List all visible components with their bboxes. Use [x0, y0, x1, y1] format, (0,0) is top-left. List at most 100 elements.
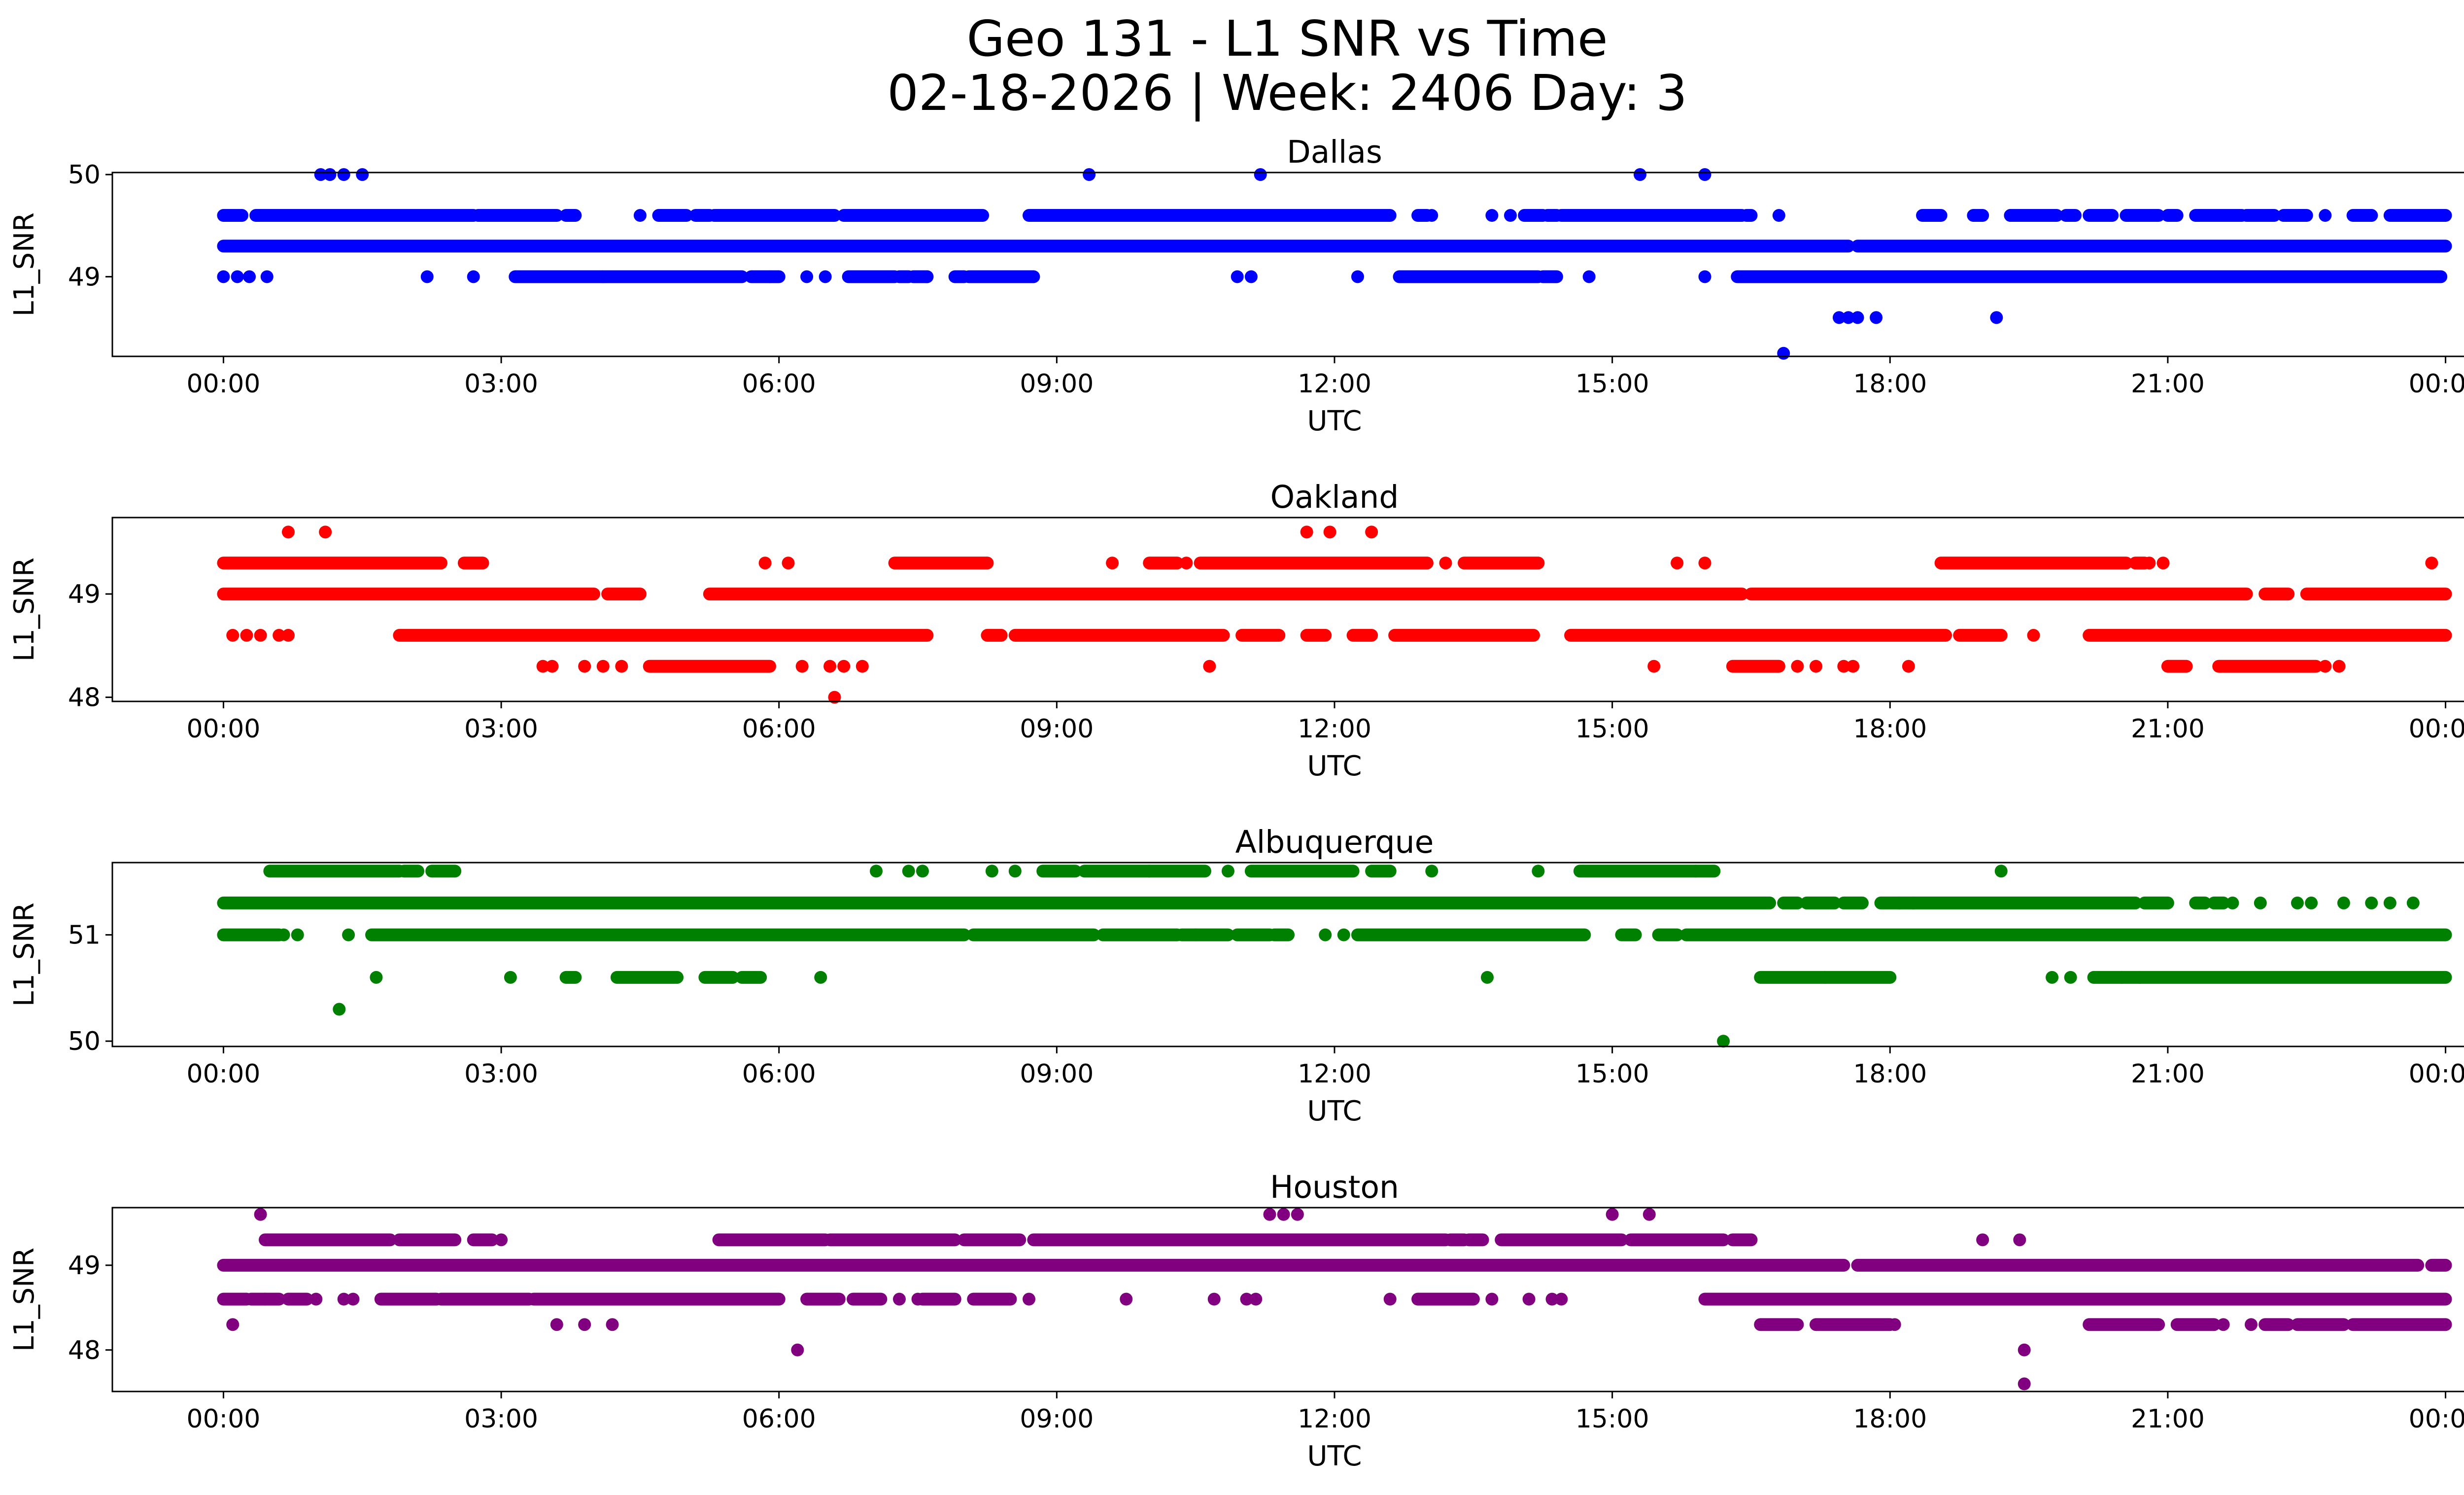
data-point-run [2277, 209, 2313, 222]
data-point [892, 1292, 906, 1306]
x-tick-label: 00:00 [187, 369, 261, 399]
data-point [2046, 971, 2059, 984]
data-point [578, 1318, 591, 1331]
data-point [791, 1343, 804, 1356]
data-point [2406, 896, 2420, 909]
data-point [911, 1292, 924, 1306]
data-point [240, 628, 253, 642]
data-point-run [1967, 209, 1989, 222]
x-tick-label: 00:00 [2409, 1059, 2464, 1089]
data-point [2319, 209, 2332, 222]
data-point [1545, 1292, 1559, 1306]
data-point [921, 270, 934, 283]
data-point-run [2212, 660, 2323, 673]
data-point [633, 209, 647, 222]
data-point [916, 865, 929, 878]
data-point [1481, 971, 1494, 984]
data-point [2319, 660, 2332, 673]
data-point-run [1462, 1233, 1489, 1247]
data-point-run [2083, 209, 2119, 222]
data-point [281, 628, 295, 642]
x-tick-label: 18:00 [1853, 369, 1927, 399]
data-point-run [2346, 1318, 2452, 1331]
y-axis-label-albuquerque: L1_SNR [8, 903, 40, 1007]
panel-title-albuquerque: Albuquerque [1235, 824, 1434, 860]
data-point-run [1388, 628, 1540, 642]
data-point [2226, 896, 2239, 909]
data-point-run [596, 270, 749, 283]
data-point-run [397, 865, 424, 878]
data-point-run [217, 588, 600, 601]
data-point [1263, 1208, 1276, 1221]
data-point-run [1027, 1233, 1452, 1247]
data-point-run [601, 588, 647, 601]
data-point-run [2300, 588, 2452, 601]
panels: Dallas 00:00 03:00 06:00 09:00 12:00 15:00 18:0… [8, 134, 2464, 1472]
x-tick-label: 18:00 [1853, 714, 1927, 744]
data-point-run [2189, 209, 2249, 222]
data-point-run [1495, 1233, 1628, 1247]
data-point-run [1754, 971, 1832, 984]
data-point [1698, 168, 1711, 181]
data-point-run [217, 1258, 1850, 1272]
data-point [1291, 1208, 1304, 1221]
data-point-run [610, 971, 684, 984]
data-point [828, 691, 841, 704]
x-tick-label: 12:00 [1298, 369, 1371, 399]
data-point [1425, 865, 1438, 878]
data-point-run [509, 270, 610, 283]
x-tick-label: 03:00 [464, 1404, 538, 1434]
data-point-run [1365, 865, 1397, 878]
data-point-run [888, 556, 994, 570]
data-point [420, 270, 434, 283]
data-point-run [425, 865, 462, 878]
data-point [260, 270, 274, 283]
x-tick-label: 00:00 [2409, 714, 2464, 744]
data-point [1647, 660, 1661, 673]
data-point-run [1934, 556, 2133, 570]
data-point [1221, 865, 1234, 878]
data-point [1203, 660, 1216, 673]
data-point-run [2259, 588, 2295, 601]
y-tick-label: 51 [68, 921, 101, 950]
data-point [1994, 865, 2008, 878]
y-tick-label: 49 [68, 262, 101, 292]
data-point-run [2425, 1258, 2452, 1272]
data-point [1254, 168, 1267, 181]
figure-title-line1: Geo 131 - L1 SNR vs Time [967, 10, 1608, 68]
x-tick-label: 15:00 [1575, 1404, 1649, 1434]
data-point [1522, 1292, 1536, 1306]
x-axis-label-albuquerque: UTC [1307, 1095, 1362, 1127]
data-point-run [1231, 928, 1276, 941]
data-point-run [217, 928, 286, 941]
data-point [356, 168, 369, 181]
data-point [2245, 1318, 2258, 1331]
data-point [342, 928, 355, 941]
data-point [1851, 311, 1864, 324]
x-axis-label-oakland: UTC [1307, 750, 1362, 782]
data-point [814, 971, 827, 984]
figure-title-line2: 02-18-2026 | Week: 2406 Day: 3 [887, 64, 1687, 122]
data-point-run [1036, 865, 1082, 878]
x-tick-label: 18:00 [1853, 1059, 1927, 1089]
scatter-points-houston [217, 1208, 2452, 1391]
data-point-run [1189, 928, 1234, 941]
data-point [1231, 270, 1244, 283]
data-point [309, 1292, 323, 1306]
data-point-run [374, 1292, 443, 1306]
data-point [2337, 896, 2350, 909]
data-point [259, 1292, 272, 1306]
data-point [504, 971, 517, 984]
data-point [337, 1292, 350, 1306]
data-point-run [1573, 865, 1702, 878]
y-axis-label-dallas: L1_SNR [8, 212, 40, 316]
data-point-run [1874, 896, 2142, 909]
data-point-run [393, 628, 934, 642]
data-point [273, 628, 286, 642]
x-tick-label: 09:00 [1020, 369, 1094, 399]
data-point [1106, 556, 1119, 570]
data-point [2027, 628, 2040, 642]
data-point [1837, 660, 1850, 673]
data-point [856, 660, 869, 673]
data-point [2018, 1343, 2031, 1356]
